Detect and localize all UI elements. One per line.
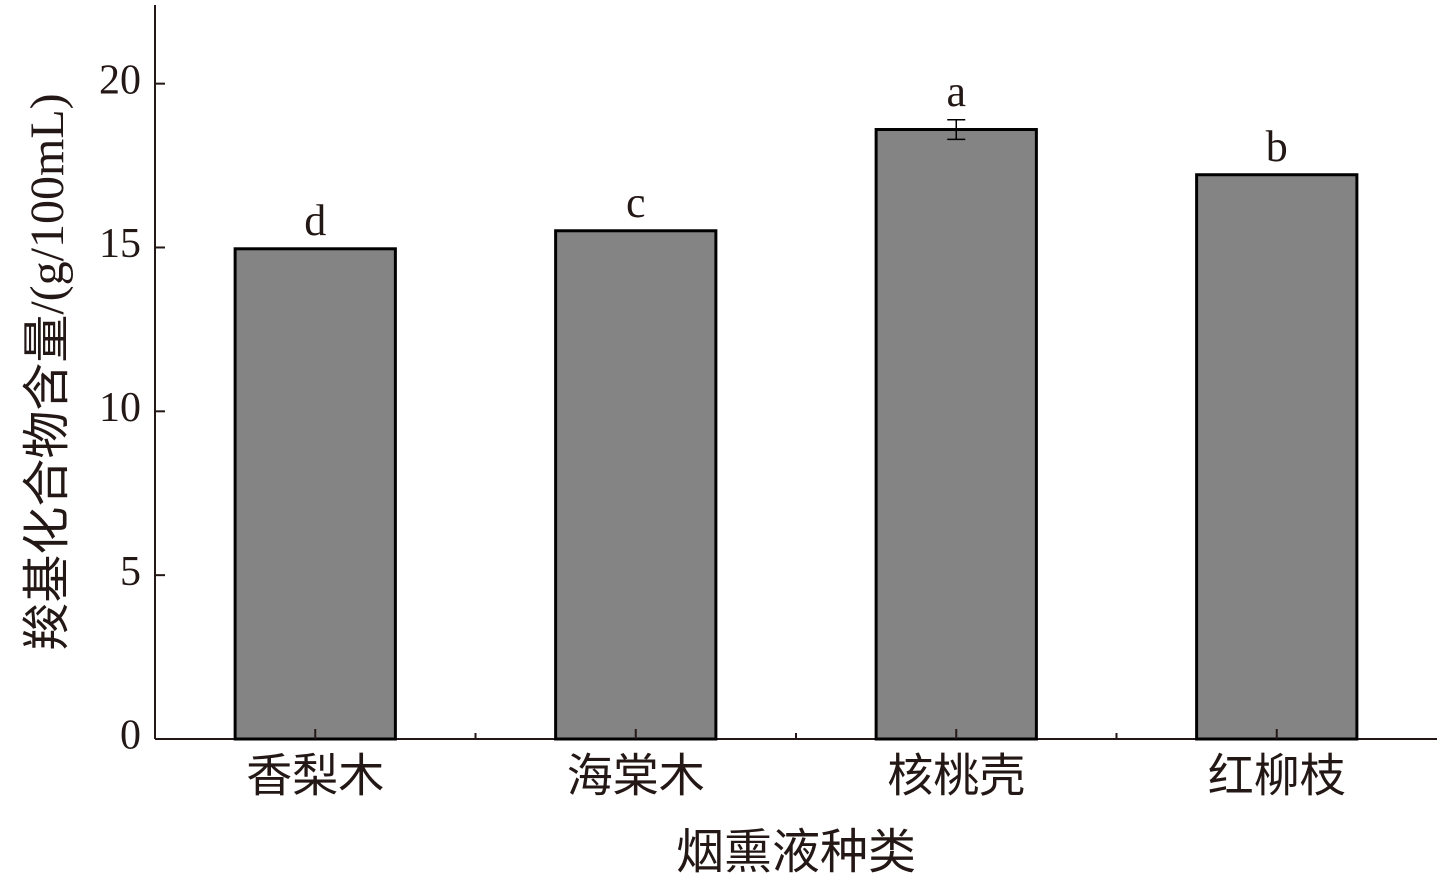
x-tick-label: 核桃壳 [887, 751, 1025, 802]
y-tick-label: 15 [99, 221, 141, 267]
significance-label: a [946, 67, 966, 116]
y-tick-label: 5 [120, 549, 141, 595]
x-tick-label: 红柳枝 [1208, 751, 1346, 802]
bar [874, 128, 1038, 741]
x-axis-title: 烟熏液种类 [676, 826, 916, 879]
bar [554, 229, 718, 741]
significance-label: c [626, 178, 646, 227]
x-tick-label: 海棠木 [567, 751, 705, 802]
significance-label: b [1266, 122, 1288, 171]
significance-label: d [304, 196, 326, 245]
y-tick-label: 0 [120, 713, 141, 759]
x-tick-label: 香梨木 [246, 751, 384, 802]
y-axis-title: 羧基化合物含量/(g/100mL) [21, 93, 74, 650]
y-tick-label: 20 [99, 57, 141, 103]
bar [233, 247, 397, 741]
bar [1195, 173, 1359, 741]
y-tick-label: 10 [99, 385, 141, 431]
